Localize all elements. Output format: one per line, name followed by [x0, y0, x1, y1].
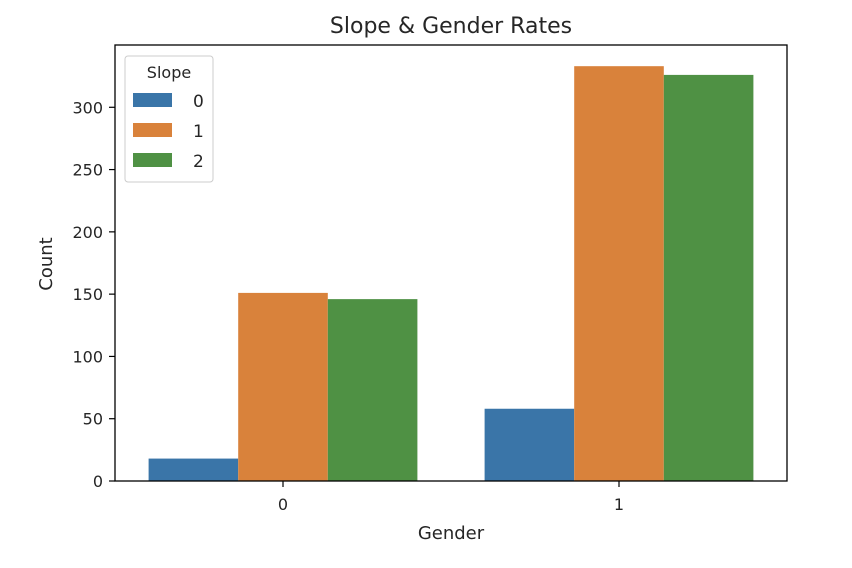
- y-axis-label: Count: [36, 237, 57, 290]
- legend-label-0: 0: [193, 92, 204, 112]
- bar-gender-0-slope-0: [148, 458, 239, 481]
- chart-title: Slope & Gender Rates: [330, 14, 572, 39]
- bar-gender-1-slope-0: [484, 408, 575, 481]
- bar-gender-0-slope-2: [327, 299, 418, 481]
- legend-swatch-0: [133, 93, 172, 107]
- y-tick-label: 300: [72, 98, 103, 117]
- legend-swatch-2: [133, 153, 172, 167]
- bars: [148, 66, 754, 482]
- y-tick-label: 200: [72, 223, 103, 242]
- y-tick-label: 150: [72, 285, 103, 304]
- legend-label-2: 2: [193, 152, 204, 172]
- bar-gender-1-slope-2: [663, 74, 754, 481]
- legend-swatch-1: [133, 123, 172, 137]
- y-tick-label: 100: [72, 347, 103, 366]
- legend-box: [124, 55, 214, 183]
- plot-frame: [114, 44, 788, 482]
- y-tick-label: 0: [93, 472, 103, 491]
- y-tick-label: 50: [83, 410, 103, 429]
- x-tick-label: 1: [614, 495, 624, 514]
- y-tick-label: 250: [72, 161, 103, 180]
- legend: Slope 0 1 2: [124, 55, 214, 183]
- x-tick-label: 0: [278, 495, 288, 514]
- bar-gender-1-slope-1: [574, 66, 664, 482]
- y-axis: 0 50 100 150 200 250 300: [72, 98, 115, 491]
- bar-gender-0-slope-1: [238, 292, 328, 481]
- x-axis-label: Gender: [418, 523, 485, 544]
- legend-title: Slope: [147, 63, 191, 82]
- legend-label-1: 1: [193, 122, 204, 142]
